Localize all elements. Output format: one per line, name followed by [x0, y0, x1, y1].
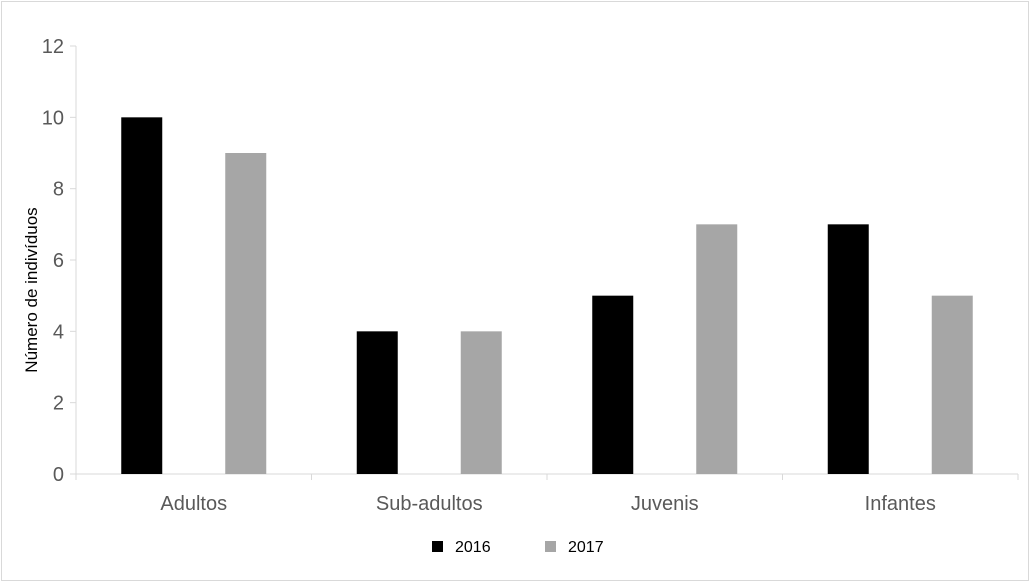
- bar-2017-infantes: [931, 295, 973, 474]
- y-tick-label: 8: [53, 179, 64, 201]
- bar-2016-juvenis: [592, 295, 634, 474]
- y-tick-label: 10: [42, 107, 64, 129]
- y-tick-label: 6: [53, 250, 64, 272]
- x-category-label: Infantes: [865, 493, 936, 515]
- legend-label: 2016: [455, 539, 491, 556]
- bars: [121, 117, 973, 474]
- bar-2016-infantes: [827, 224, 869, 474]
- bar-2017-sub-adultos: [460, 331, 502, 474]
- bar-2017-adultos: [225, 153, 267, 474]
- y-tick-label: 0: [53, 464, 64, 486]
- bar-2016-sub-adultos: [356, 331, 398, 474]
- y-tick-label: 4: [53, 321, 64, 343]
- y-tick-label: 2: [53, 393, 64, 415]
- y-axis-title: Número de indivíduos: [22, 207, 41, 372]
- legend-swatch-2016: [432, 541, 443, 552]
- x-axis: Adultos Sub-adultos Juvenis Infantes: [75, 473, 1019, 515]
- bar-2017-juvenis: [696, 224, 738, 474]
- legend: 2016 2017: [432, 539, 604, 556]
- x-category-label: Juvenis: [631, 493, 699, 515]
- y-tick-label: 12: [42, 36, 64, 58]
- bar-2016-adultos: [121, 117, 163, 474]
- x-category-label: Sub-adultos: [376, 493, 483, 515]
- y-axis: 0 2 4 6 8 10 12: [42, 36, 77, 486]
- legend-swatch-2017: [545, 541, 556, 552]
- legend-label: 2017: [568, 539, 604, 556]
- x-category-label: Adultos: [160, 493, 227, 515]
